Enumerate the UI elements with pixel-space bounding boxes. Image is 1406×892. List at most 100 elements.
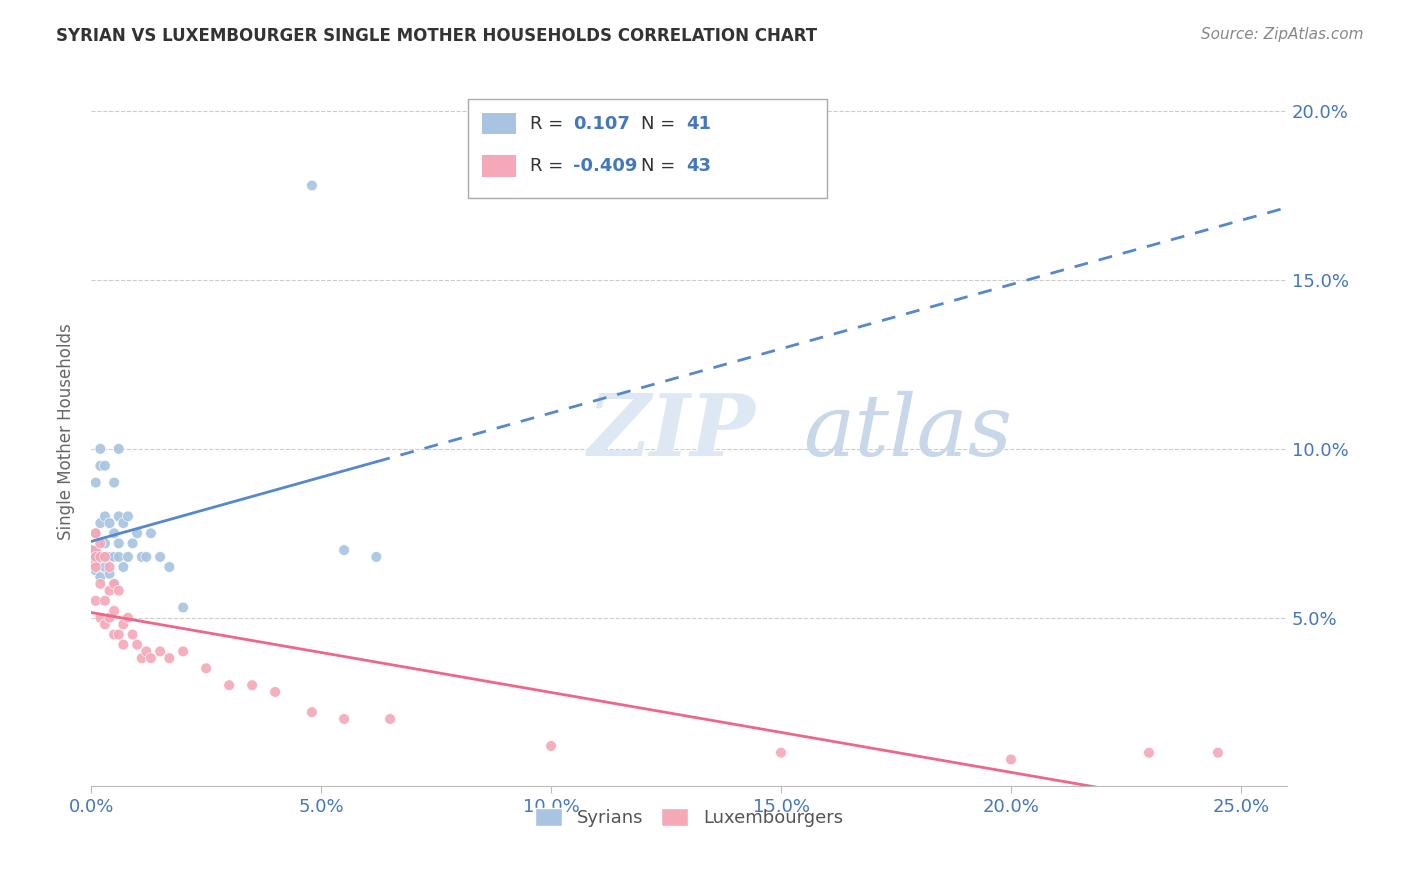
- Point: [94, 536, 117, 550]
- Point: [94, 560, 117, 574]
- Point: [157, 651, 180, 665]
- Point: [540, 739, 562, 753]
- Point: [1000, 752, 1022, 766]
- Point: [98, 549, 121, 564]
- Point: [89, 442, 111, 456]
- Point: [333, 712, 356, 726]
- Point: [98, 566, 121, 581]
- Point: [135, 644, 157, 658]
- Point: [107, 509, 129, 524]
- Point: [131, 651, 153, 665]
- Point: [240, 678, 263, 692]
- Text: R =: R =: [530, 114, 569, 133]
- Y-axis label: Single Mother Households: Single Mother Households: [58, 324, 75, 541]
- Text: R =: R =: [530, 157, 569, 175]
- Point: [107, 442, 129, 456]
- Point: [94, 458, 117, 473]
- Point: [117, 509, 139, 524]
- Point: [121, 536, 143, 550]
- Point: [103, 526, 125, 541]
- Point: [264, 685, 287, 699]
- Point: [1137, 746, 1160, 760]
- Point: [98, 560, 121, 574]
- Point: [80, 549, 103, 564]
- Point: [89, 458, 111, 473]
- Point: [94, 549, 117, 564]
- Point: [84, 543, 107, 558]
- Point: [107, 583, 129, 598]
- Point: [172, 600, 194, 615]
- Point: [195, 661, 218, 675]
- Text: -0.409: -0.409: [574, 157, 637, 175]
- Point: [112, 516, 135, 530]
- Point: [117, 610, 139, 624]
- Point: [84, 594, 107, 608]
- Point: [112, 617, 135, 632]
- Point: [89, 516, 111, 530]
- Point: [117, 549, 139, 564]
- Text: ZIP: ZIP: [588, 390, 755, 474]
- Point: [121, 627, 143, 641]
- Point: [84, 526, 107, 541]
- Point: [127, 638, 149, 652]
- Point: [103, 549, 125, 564]
- Point: [80, 549, 103, 564]
- Point: [366, 549, 388, 564]
- Text: 0.107: 0.107: [574, 114, 630, 133]
- Point: [131, 549, 153, 564]
- Point: [89, 549, 111, 564]
- Legend: Syrians, Luxembourgers: Syrians, Luxembourgers: [529, 800, 851, 834]
- Point: [301, 705, 323, 719]
- Text: N =: N =: [641, 157, 682, 175]
- Point: [89, 570, 111, 584]
- FancyBboxPatch shape: [468, 99, 827, 198]
- Point: [218, 678, 240, 692]
- Point: [107, 549, 129, 564]
- Point: [157, 560, 180, 574]
- Text: N =: N =: [641, 114, 682, 133]
- Point: [89, 549, 111, 564]
- Point: [84, 549, 107, 564]
- Point: [89, 577, 111, 591]
- Point: [94, 509, 117, 524]
- Point: [107, 536, 129, 550]
- Point: [89, 610, 111, 624]
- Point: [107, 627, 129, 641]
- Point: [112, 560, 135, 574]
- Point: [103, 577, 125, 591]
- Point: [1206, 746, 1229, 760]
- Text: SYRIAN VS LUXEMBOURGER SINGLE MOTHER HOUSEHOLDS CORRELATION CHART: SYRIAN VS LUXEMBOURGER SINGLE MOTHER HOU…: [56, 27, 817, 45]
- Point: [149, 549, 172, 564]
- Point: [127, 526, 149, 541]
- Point: [84, 526, 107, 541]
- Point: [149, 644, 172, 658]
- Point: [84, 563, 107, 577]
- Point: [135, 549, 157, 564]
- Point: [103, 627, 125, 641]
- Point: [112, 638, 135, 652]
- Point: [333, 543, 356, 558]
- Point: [98, 516, 121, 530]
- Point: [89, 536, 111, 550]
- Bar: [482, 155, 516, 177]
- Point: [94, 617, 117, 632]
- Point: [378, 712, 401, 726]
- Point: [139, 651, 162, 665]
- Text: 41: 41: [686, 114, 711, 133]
- Point: [172, 644, 194, 658]
- Point: [139, 526, 162, 541]
- Point: [94, 594, 117, 608]
- Point: [98, 610, 121, 624]
- Point: [770, 746, 793, 760]
- Point: [98, 583, 121, 598]
- Point: [84, 475, 107, 490]
- Point: [84, 560, 107, 574]
- Point: [103, 604, 125, 618]
- Point: [103, 577, 125, 591]
- Text: 43: 43: [686, 157, 711, 175]
- Point: [301, 178, 323, 193]
- Text: atlas: atlas: [803, 391, 1012, 474]
- Bar: [482, 113, 516, 134]
- Point: [103, 475, 125, 490]
- Text: Source: ZipAtlas.com: Source: ZipAtlas.com: [1201, 27, 1364, 42]
